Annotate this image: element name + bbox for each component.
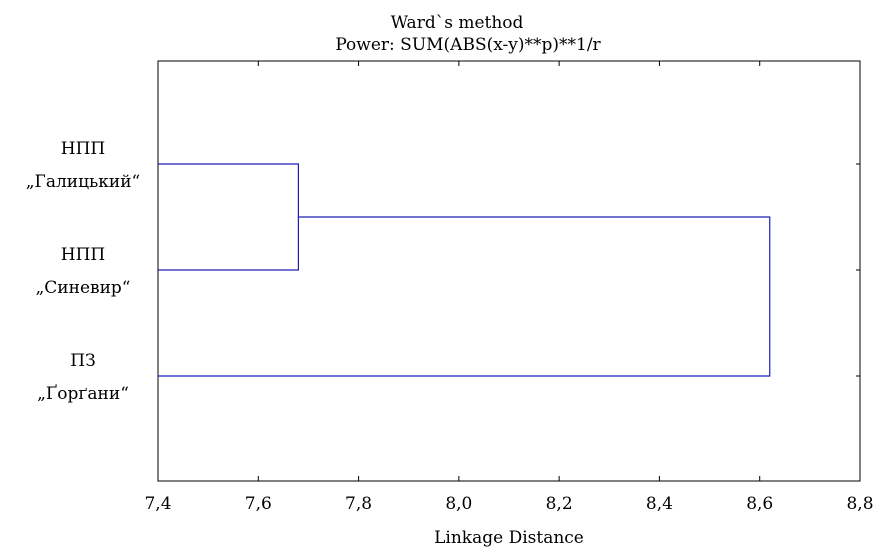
x-tick-label: 7,4	[144, 494, 171, 514]
x-tick-label: 8,6	[746, 494, 773, 514]
dendrogram-links	[158, 163, 771, 377]
x-tick-label: 8,8	[846, 494, 873, 514]
x-tick-label: 8,2	[546, 494, 573, 514]
leaf-labels: НПП „Галицький“ НПП „Синевир“ ПЗ „Ґорґани“	[26, 139, 141, 404]
plot-area-frame	[157, 60, 861, 482]
leaf-label-line2: „Ґорґани“	[37, 384, 129, 404]
leaf-label-line1: НПП	[61, 245, 105, 265]
x-tick-label: 7,8	[345, 494, 372, 514]
chart-title: Ward`s method	[391, 13, 524, 33]
x-tick-label: 8,4	[646, 494, 673, 514]
merge-link-1	[158, 163, 299, 271]
leaf-label-line1: ПЗ	[70, 351, 95, 371]
leaf-label-line2: „Синевир“	[35, 278, 130, 298]
merge-link-2	[158, 216, 771, 377]
leaf-label-line2: „Галицький“	[26, 172, 141, 192]
chart-subtitle: Power: SUM(ABS(x-y)**p)**1/r	[335, 35, 601, 55]
x-tick-label: 7,6	[245, 494, 272, 514]
x-axis-label: Linkage Distance	[434, 528, 584, 548]
x-tick-label: 8,0	[445, 494, 472, 514]
leaf-label-line1: НПП	[61, 139, 105, 159]
axis-ticks: 7,4 7,6 7,8 8,0 8,2 8,4 8,6 8,8	[144, 61, 874, 514]
